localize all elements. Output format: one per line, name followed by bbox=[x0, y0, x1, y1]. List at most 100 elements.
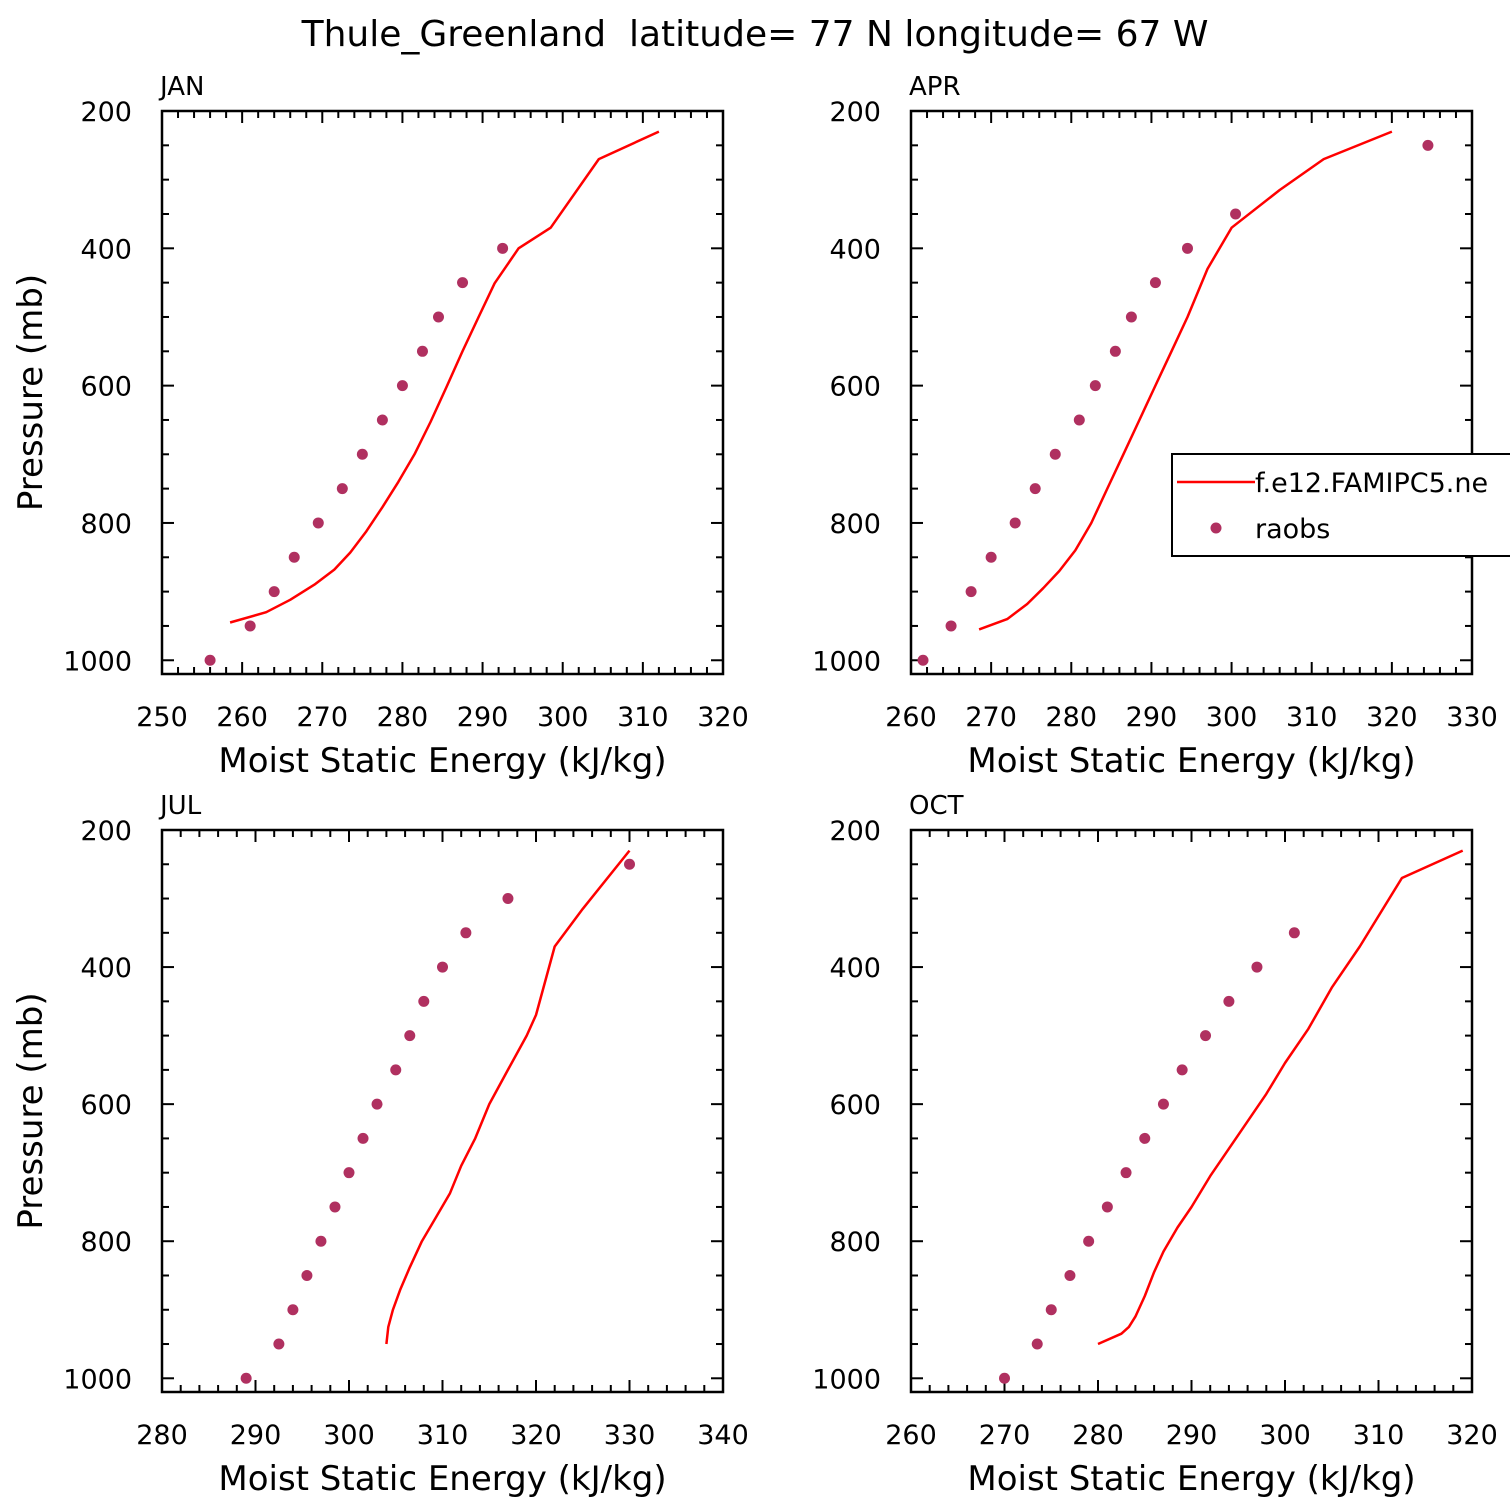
raobs-point bbox=[1200, 1030, 1212, 1042]
y-tick-label: 1000 bbox=[63, 1364, 132, 1395]
raobs-point bbox=[1223, 995, 1235, 1007]
raobs-point bbox=[965, 586, 977, 598]
raobs-point bbox=[244, 620, 256, 632]
raobs-point bbox=[343, 1167, 355, 1179]
raobs-point bbox=[1089, 380, 1101, 392]
raobs-point bbox=[315, 1235, 327, 1247]
y-tick-label: 600 bbox=[80, 1090, 132, 1121]
raobs-point bbox=[502, 893, 514, 905]
x-tick-label: 270 bbox=[965, 702, 1017, 733]
panel-jan: 250 260 270 280 290 300 310 320 200 400 600 800 1000… bbox=[11, 72, 749, 781]
raobs-point bbox=[1288, 927, 1300, 939]
x-tick-label: 290 bbox=[457, 702, 509, 733]
y-tick-label: 600 bbox=[829, 1090, 881, 1121]
raobs-point bbox=[329, 1201, 341, 1213]
x-tick-label: 300 bbox=[1259, 1420, 1311, 1451]
x-tick-label: 270 bbox=[297, 702, 349, 733]
raobs-point bbox=[1120, 1167, 1132, 1179]
y-tick-label: 400 bbox=[829, 953, 881, 984]
x-tick-label: 330 bbox=[604, 1420, 656, 1451]
x-tick-label: 320 bbox=[510, 1420, 562, 1451]
x-tick-label: 310 bbox=[1353, 1420, 1405, 1451]
raobs-point bbox=[268, 586, 280, 598]
model-line bbox=[978, 130, 1393, 631]
raobs-point bbox=[273, 1338, 285, 1350]
raobs-point bbox=[945, 620, 957, 632]
x-axis-label: Moist Static Energy (kJ/kg) bbox=[967, 741, 1415, 781]
raobs-point bbox=[336, 483, 348, 495]
plot-frame bbox=[909, 109, 1474, 676]
raobs-point bbox=[497, 242, 509, 254]
raobs-point bbox=[356, 448, 368, 460]
raobs-point bbox=[1149, 277, 1161, 289]
y-axis-label: Pressure (mb) bbox=[11, 274, 51, 511]
y-tick-label: 600 bbox=[80, 372, 132, 403]
raobs-point bbox=[1251, 961, 1263, 973]
raobs-point bbox=[312, 517, 324, 529]
raobs-point bbox=[457, 277, 469, 289]
y-tick-label: 800 bbox=[80, 1227, 132, 1258]
raobs-point bbox=[1009, 517, 1021, 529]
legend-box bbox=[1171, 453, 1510, 557]
panel-jul: 280 290 300 310 320 330 340 200 400 600 800 1000 JUL… bbox=[11, 791, 749, 1499]
raobs-point bbox=[1101, 1201, 1113, 1213]
raobs-point bbox=[301, 1269, 313, 1281]
y-tick-label: 200 bbox=[80, 97, 132, 128]
y-axis-label: Pressure (mb) bbox=[11, 992, 51, 1229]
x-tick-label: 290 bbox=[230, 1420, 282, 1451]
x-tick-label: 290 bbox=[1126, 702, 1178, 733]
raobs-point bbox=[376, 414, 388, 426]
plot-frame bbox=[909, 828, 1474, 1394]
x-tick-label: 280 bbox=[1072, 1420, 1124, 1451]
raobs-point bbox=[432, 311, 444, 323]
raobs-point bbox=[917, 654, 929, 666]
raobs-point bbox=[1029, 483, 1041, 495]
y-tick-label: 400 bbox=[829, 234, 881, 265]
x-tick-label: 300 bbox=[1206, 702, 1258, 733]
x-tick-label: 300 bbox=[537, 702, 589, 733]
x-tick-label: 330 bbox=[1446, 702, 1498, 733]
raobs-point bbox=[1422, 139, 1434, 151]
x-tick-label: 340 bbox=[697, 1420, 749, 1451]
y-tick-label: 600 bbox=[829, 372, 881, 403]
raobs-point bbox=[357, 1132, 369, 1144]
raobs-point bbox=[1125, 311, 1137, 323]
y-tick-label: 200 bbox=[829, 97, 881, 128]
panel-apr: 260 270 280 290 300 310 320 330 200 400 600 800 1000… bbox=[812, 72, 1510, 781]
raobs-point bbox=[1045, 1304, 1057, 1316]
panel-title: JUL bbox=[158, 791, 202, 821]
y-tick-label: 1000 bbox=[812, 1364, 881, 1395]
raobs-point bbox=[1064, 1269, 1076, 1281]
x-tick-label: 280 bbox=[136, 1420, 188, 1451]
raobs-point bbox=[287, 1304, 299, 1316]
raobs-point bbox=[1031, 1338, 1043, 1350]
raobs-point bbox=[460, 927, 472, 939]
legend-model-label: f.e12.FAMIPC5.ne bbox=[1255, 468, 1488, 499]
raobs-point bbox=[1157, 1098, 1169, 1110]
raobs-point bbox=[416, 345, 428, 357]
raobs-point bbox=[418, 995, 430, 1007]
x-tick-label: 250 bbox=[136, 702, 188, 733]
y-tick-label: 1000 bbox=[812, 646, 881, 677]
x-axis-label: Moist Static Energy (kJ/kg) bbox=[218, 1459, 666, 1499]
x-tick-label: 260 bbox=[885, 702, 937, 733]
raobs-point bbox=[204, 654, 216, 666]
x-tick-label: 310 bbox=[1286, 702, 1338, 733]
panel-oct: 260 270 280 290 300 310 320 200 400 600 800 1000 OCT… bbox=[812, 791, 1497, 1499]
plot-frame bbox=[160, 109, 725, 676]
model-line bbox=[1097, 849, 1464, 1346]
model-line bbox=[229, 130, 660, 624]
x-axis-label: Moist Static Energy (kJ/kg) bbox=[967, 1459, 1415, 1499]
x-tick-label: 310 bbox=[617, 702, 669, 733]
raobs-point bbox=[1181, 242, 1193, 254]
x-tick-label: 260 bbox=[216, 702, 268, 733]
raobs-point bbox=[1083, 1235, 1095, 1247]
y-tick-label: 800 bbox=[829, 509, 881, 540]
legend-raobs-label: raobs bbox=[1255, 514, 1330, 545]
raobs-point bbox=[1230, 208, 1242, 220]
y-tick-label: 200 bbox=[80, 816, 132, 847]
raobs-point bbox=[390, 1064, 402, 1076]
raobs-point bbox=[1176, 1064, 1188, 1076]
x-tick-label: 320 bbox=[1446, 1420, 1498, 1451]
